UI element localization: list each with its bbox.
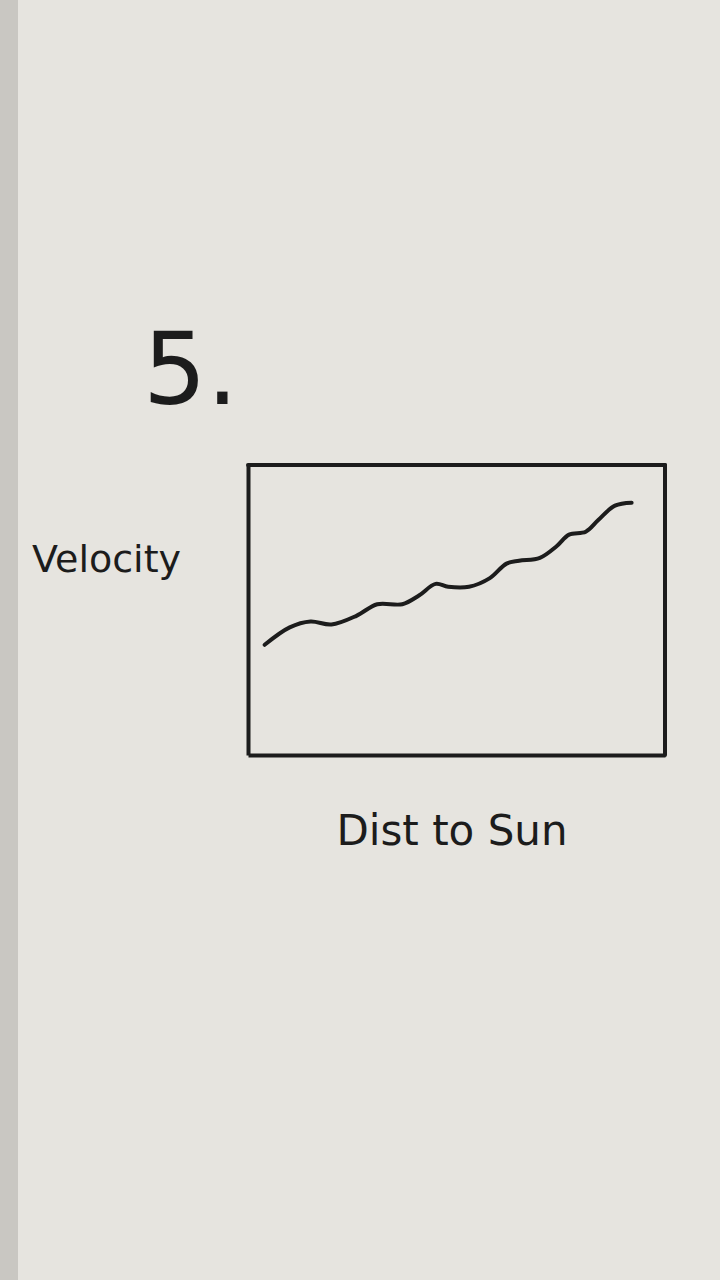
frame-right bbox=[663, 465, 667, 755]
marks bbox=[265, 503, 632, 645]
y-axis bbox=[248, 466, 249, 756]
axis-line bbox=[249, 754, 666, 758]
frame-top bbox=[248, 463, 665, 467]
edge-strip bbox=[0, 0, 18, 1280]
axis-line bbox=[247, 466, 251, 756]
data-line bbox=[265, 503, 632, 645]
frame bbox=[248, 465, 665, 755]
title: 5. bbox=[143, 311, 238, 428]
y-axis-title: Velocity bbox=[32, 537, 181, 581]
chart: 5. Velocity Dist to Sun bbox=[0, 0, 720, 1280]
x-axis-title: Dist to Sun bbox=[336, 806, 567, 855]
x-axis bbox=[249, 755, 666, 756]
